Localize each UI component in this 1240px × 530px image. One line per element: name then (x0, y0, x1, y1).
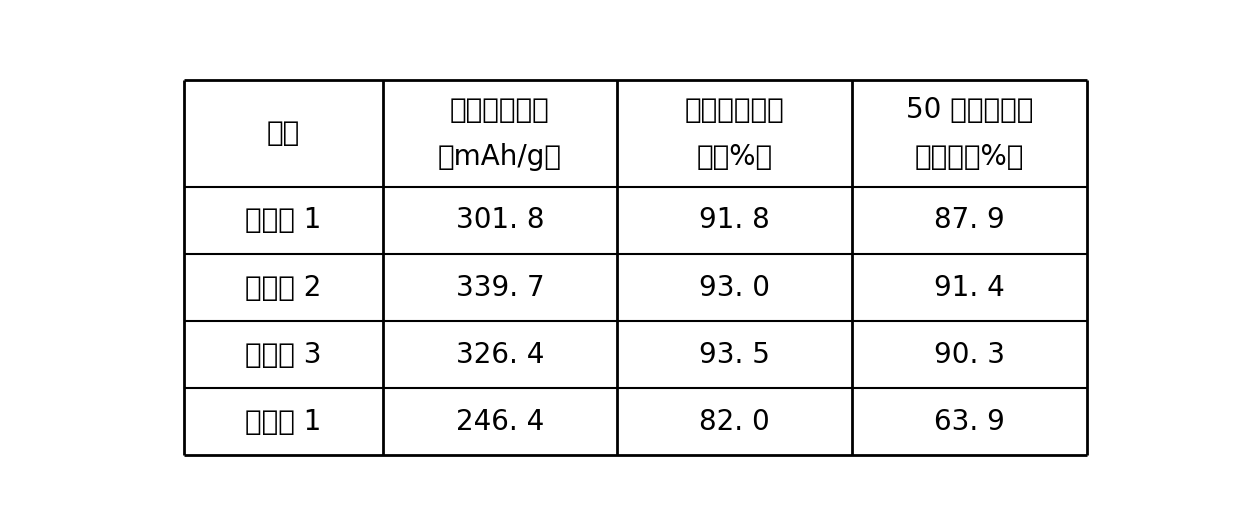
Text: 91. 4: 91. 4 (935, 273, 1006, 302)
Text: 301. 8: 301. 8 (456, 207, 544, 234)
Text: 最大放电容量: 最大放电容量 (450, 96, 549, 124)
Text: 91. 8: 91. 8 (699, 207, 770, 234)
Text: 能（%）: 能（%） (697, 143, 773, 171)
Text: 246. 4: 246. 4 (456, 408, 544, 436)
Text: 93. 0: 93. 0 (699, 273, 770, 302)
Text: 实施例 1: 实施例 1 (246, 207, 321, 234)
Text: 50 次循环容量: 50 次循环容量 (906, 96, 1033, 124)
Text: 87. 9: 87. 9 (935, 207, 1006, 234)
Text: 90. 3: 90. 3 (934, 341, 1006, 369)
Text: 样品: 样品 (267, 119, 300, 147)
Text: 实施例 3: 实施例 3 (246, 341, 321, 369)
Text: 实施例 2: 实施例 2 (246, 273, 321, 302)
Text: （mAh/g）: （mAh/g） (438, 143, 562, 171)
Text: 高倍率放电性: 高倍率放电性 (684, 96, 785, 124)
Text: 保持率（%）: 保持率（%） (915, 143, 1024, 171)
Text: 对比例 1: 对比例 1 (246, 408, 321, 436)
Text: 93. 5: 93. 5 (699, 341, 770, 369)
Text: 82. 0: 82. 0 (699, 408, 770, 436)
Text: 339. 7: 339. 7 (455, 273, 544, 302)
Text: 63. 9: 63. 9 (934, 408, 1006, 436)
Text: 326. 4: 326. 4 (456, 341, 544, 369)
